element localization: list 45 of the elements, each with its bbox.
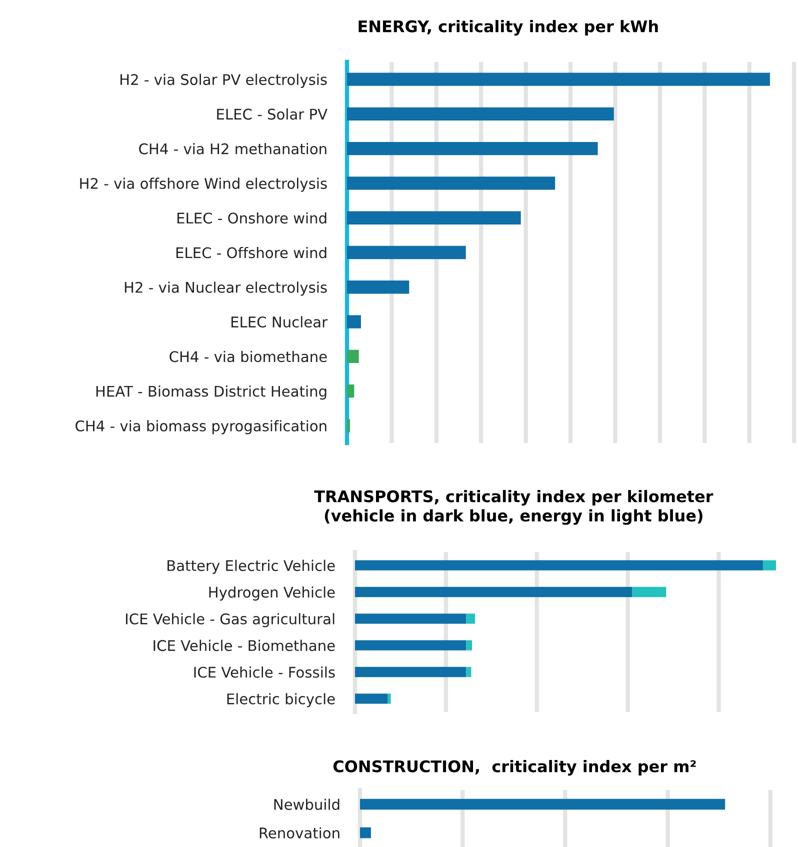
y-tick-label: ICE Vehicle - Fossils (194, 666, 335, 678)
bar (762, 560, 776, 570)
chart-title: CONSTRUCTION, criticality index per m² (333, 760, 696, 776)
bar (355, 586, 632, 598)
y-tick-label: Newbuild (274, 798, 340, 810)
bar (466, 614, 475, 624)
bar (388, 694, 391, 704)
bar (347, 246, 466, 260)
bar (347, 211, 521, 224)
bar (355, 694, 388, 704)
y-tick-label: ICE Vehicle - Gas agricultural (126, 613, 334, 628)
y-tick-label: H2 - via offshore Wind electrolysis (80, 178, 327, 192)
bar (347, 107, 614, 121)
bar (347, 350, 359, 363)
y-tick-label: CH4 - via biomass pyrogasification (76, 420, 326, 434)
y-tick-label: H2 - via Solar PV electrolysis (120, 74, 327, 88)
y-tick-label: ICE Vehicle - Biomethane (154, 640, 335, 652)
bar (632, 586, 666, 598)
y-tick-label: HEAT - Biomass District Heating (96, 386, 326, 400)
bar (347, 72, 770, 86)
y-tick-label: Electric bicycle (227, 693, 335, 708)
chart-title: ENERGY, criticality index per kWh (358, 20, 658, 36)
y-tick-label: CH4 - via H2 methanation (139, 143, 326, 154)
y-tick-label: Battery Electric Vehicle (168, 560, 335, 574)
y-tick-label: ELEC Nuclear (231, 316, 328, 328)
chart-title: TRANSPORTS, criticality index per kilometer (vehicle in dark blue, energy in light blue) (314, 490, 714, 525)
bar (355, 560, 763, 570)
bar (347, 176, 556, 190)
y-tick-label: ELEC - Solar PV (217, 108, 328, 120)
bar (466, 640, 472, 650)
y-tick-label: ELEC - Offshore wind (176, 246, 326, 258)
y-tick-label: H2 - via Nuclear electrolysis (124, 282, 327, 296)
bar (355, 640, 466, 650)
bar (347, 384, 354, 398)
y-tick-label: ELEC - Onshore wind (177, 212, 326, 224)
bar (355, 666, 466, 678)
y-tick-label: CH4 - via biomethane (170, 350, 327, 362)
bar (347, 142, 598, 156)
y-tick-label: Renovation (260, 827, 340, 838)
bar (347, 280, 410, 294)
bar (347, 315, 361, 328)
bar (355, 614, 466, 624)
bar (466, 666, 472, 678)
y-tick-label: Hydrogen Vehicle (209, 586, 335, 601)
bar (347, 419, 350, 432)
